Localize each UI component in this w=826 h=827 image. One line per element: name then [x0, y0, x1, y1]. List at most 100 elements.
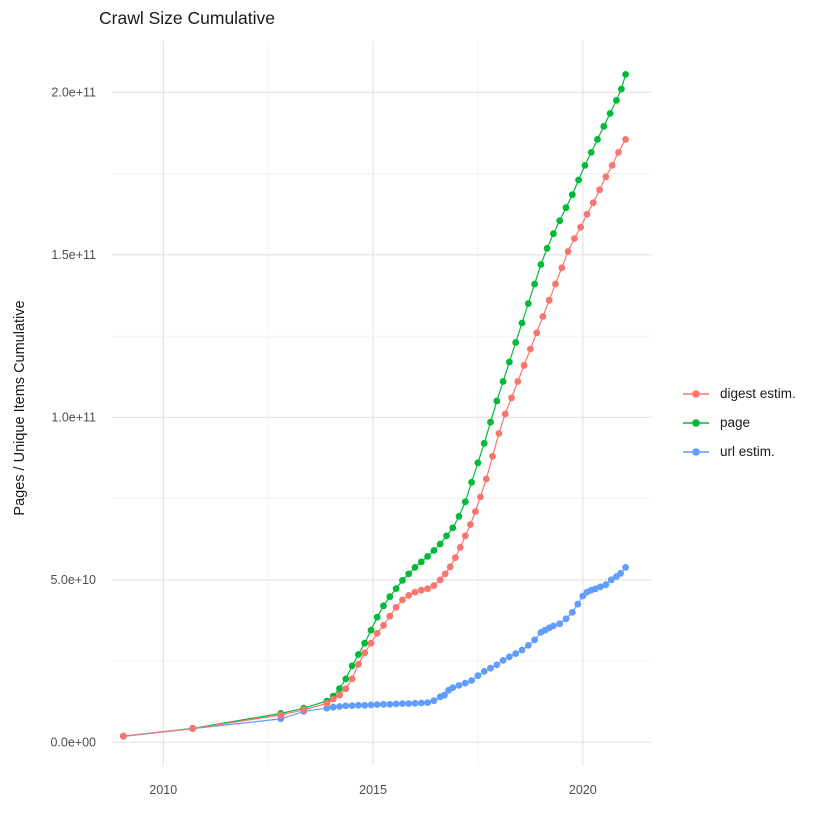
series-point-digest-estim- [596, 186, 603, 194]
series-point-digest-estim- [441, 570, 449, 578]
chart-title: Crawl Size Cumulative [99, 8, 276, 28]
series-point-page [537, 261, 545, 268]
series-point-url-estim- [373, 701, 381, 708]
series-point-digest-estim- [577, 223, 585, 231]
series-point-url-estim- [617, 569, 624, 577]
series-point-page [524, 300, 532, 307]
legend: digest estim. page url estim. [682, 379, 796, 466]
series-point-page [348, 662, 356, 670]
legend-key-icon [683, 389, 709, 398]
series-point-digest-estim- [399, 596, 406, 604]
series-line-url-estim- [123, 567, 627, 737]
series-point-url-estim- [607, 576, 615, 584]
series-point-digest-estim- [461, 532, 469, 540]
series-point-page [543, 244, 551, 252]
series-point-page [449, 524, 457, 532]
series-point-digest-estim- [472, 508, 479, 515]
legend-key-icon [683, 418, 709, 427]
series-point-page [361, 639, 369, 647]
series-point-digest-estim- [361, 649, 369, 657]
series-point-digest-estim- [342, 685, 350, 693]
series-point-page [405, 570, 413, 578]
series-point-url-estim- [574, 600, 582, 608]
series-point-url-estim- [487, 664, 494, 672]
series-point-page [622, 71, 629, 78]
series-point-page [568, 191, 576, 199]
legend-key-icon [683, 447, 709, 456]
series-point-url-estim- [441, 691, 448, 699]
y-tick-label: 1.0e+11 [51, 411, 96, 425]
series-point-digest-estim- [558, 264, 566, 272]
series-point-digest-estim- [622, 136, 629, 143]
series-point-digest-estim- [539, 313, 547, 320]
series-point-digest-estim- [608, 162, 616, 169]
series-point-digest-estim- [477, 493, 484, 501]
series-point-url-estim- [386, 700, 394, 708]
series-point-digest-estim- [501, 410, 509, 418]
series-point-digest-estim- [571, 235, 578, 242]
y-tick-label: 2.0e+11 [51, 86, 96, 100]
series-point-digest-estim- [489, 452, 496, 460]
series-point-page [430, 547, 438, 554]
series-point-digest-estim- [329, 695, 337, 703]
series-point-digest-estim- [386, 612, 394, 620]
series-point-page [587, 149, 595, 156]
legend-item-digest-estim-: digest estim. [682, 379, 796, 408]
series-point-url-estim- [512, 650, 520, 657]
series-point-url-estim- [367, 701, 375, 709]
series-point-digest-estim- [514, 378, 522, 385]
x-tick-label: 2015 [359, 783, 387, 797]
series-point-page [411, 564, 419, 571]
y-tick-label: 1.5e+11 [51, 248, 96, 262]
series-point-url-estim- [424, 699, 431, 706]
series-point-url-estim- [468, 677, 475, 684]
series-point-page [613, 97, 620, 104]
series-point-url-estim- [602, 581, 610, 589]
series-point-page [480, 439, 488, 447]
series-point-page [342, 675, 350, 683]
series-point-page [550, 230, 557, 238]
y-tick-label: 0.0e+00 [50, 736, 96, 750]
series-point-page [531, 280, 538, 288]
series-point-page [355, 651, 362, 658]
series-point-url-estim- [506, 653, 513, 661]
series-point-digest-estim- [545, 296, 553, 304]
series-point-url-estim- [405, 700, 413, 707]
series-point-page [594, 136, 601, 143]
series-point-digest-estim- [355, 660, 362, 668]
series-point-digest-estim- [467, 521, 474, 528]
series-point-page [518, 319, 526, 327]
series-point-digest-estim- [411, 588, 419, 596]
series-point-digest-estim- [451, 554, 459, 562]
series-point-digest-estim- [615, 149, 622, 156]
series-point-page [392, 585, 400, 592]
series-point-digest-estim- [189, 725, 197, 732]
series-point-page [575, 176, 582, 184]
series-point-url-estim- [461, 679, 469, 687]
series-point-page [417, 558, 425, 566]
series-point-url-estim- [348, 702, 356, 709]
series-point-digest-estim- [300, 706, 308, 714]
series-point-url-estim- [531, 636, 538, 644]
series-point-digest-estim- [564, 248, 572, 255]
series-point-page [336, 685, 343, 693]
series-point-page [499, 378, 507, 385]
series-point-url-estim- [417, 699, 425, 707]
series-point-digest-estim- [430, 582, 438, 589]
legend-label: digest estim. [720, 386, 796, 401]
series-point-digest-estim- [336, 691, 343, 699]
series-point-url-estim- [480, 668, 488, 675]
series-point-digest-estim- [424, 585, 431, 592]
series-point-digest-estim- [583, 210, 591, 218]
series-point-digest-estim- [602, 173, 610, 181]
series-point-page [618, 85, 625, 93]
series-point-page [461, 498, 469, 506]
series-point-page [424, 553, 431, 560]
series-point-digest-estim- [508, 394, 515, 402]
series-point-page [493, 397, 501, 405]
series-point-digest-estim- [436, 576, 444, 584]
series-point-digest-estim- [380, 621, 387, 629]
x-tick-label: 2020 [569, 783, 597, 797]
